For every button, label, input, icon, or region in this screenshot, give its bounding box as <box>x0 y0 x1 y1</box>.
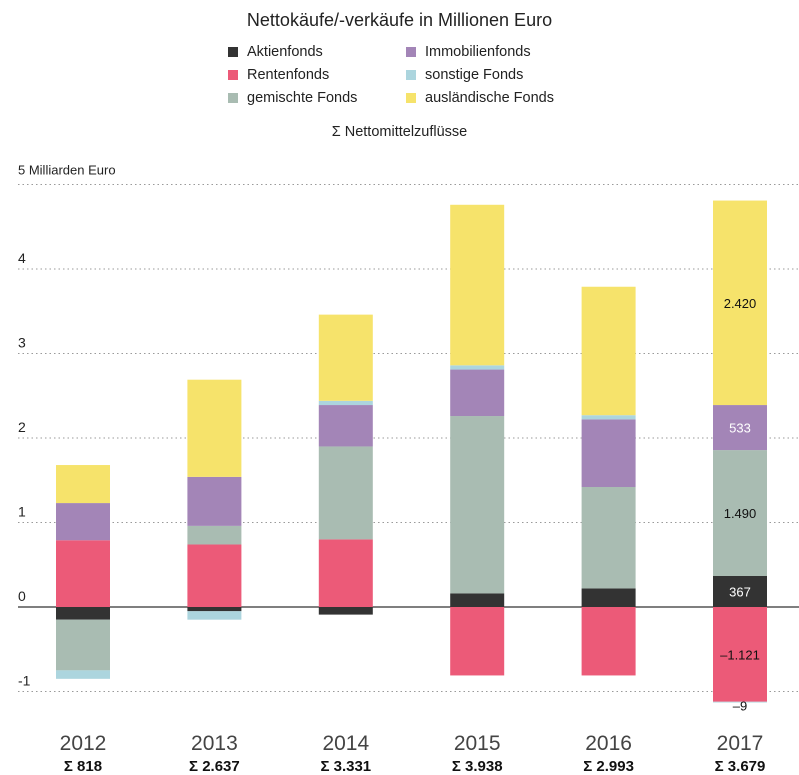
bar-segment <box>450 204 505 366</box>
bar-segment <box>581 607 636 676</box>
bar-segment <box>56 670 110 679</box>
legend-label: sonstige Fonds <box>425 67 524 83</box>
bar-segment <box>581 415 636 420</box>
bar-segment <box>450 369 505 417</box>
bar-segment <box>187 379 242 477</box>
bar-segment <box>318 314 373 401</box>
bar-segment <box>581 419 636 488</box>
bar-segment <box>713 575 767 607</box>
legend-item-aktienfonds: Aktienfonds <box>228 44 323 60</box>
bar-segment <box>56 607 110 620</box>
bar-segment <box>56 465 110 504</box>
legend-swatch-gemischte-fonds <box>228 93 238 103</box>
data-label: 367 <box>729 584 751 599</box>
data-label: 1.490 <box>724 506 757 521</box>
bar-segment <box>56 619 110 671</box>
axis-labels: -1 0 1 2 3 4 5 Milliarden Euro 2012 Σ 818 2013 Σ 2… <box>18 163 765 775</box>
x-tick-label: 2017 <box>717 732 764 755</box>
legend-label: Immobilienfonds <box>425 44 531 60</box>
x-tick-label: 2013 <box>191 732 238 755</box>
data-labels: 367 –1.121 1.490 533 –9 2.420 <box>720 296 760 714</box>
bar-segment <box>56 503 110 541</box>
bar-segment <box>187 525 242 545</box>
bar-segment <box>581 588 636 607</box>
bar-segment <box>450 365 505 370</box>
legend-label: Aktienfonds <box>247 44 323 60</box>
legend-item-immobilienfonds: Immobilienfonds <box>406 44 531 60</box>
bar-segment <box>581 286 636 416</box>
bar-segment <box>187 476 242 526</box>
grid-lines <box>18 184 799 692</box>
total-label: Σ 3.679 <box>715 758 766 775</box>
y-tick-label: 1 <box>18 504 26 520</box>
legend-sum-label: Σ Nettomittelzuflüsse <box>331 124 468 140</box>
legend-swatch-rentenfonds <box>228 70 238 80</box>
bar-segment <box>713 200 767 406</box>
bar-segment <box>318 405 373 447</box>
legend-swatch-auslaendische-fonds <box>406 93 416 103</box>
legend-swatch-sonstige-fonds <box>406 70 416 80</box>
x-tick-label: 2016 <box>585 732 632 755</box>
y-tick-label: 3 <box>18 335 26 351</box>
bar-segment <box>318 446 373 540</box>
data-label: 533 <box>729 421 751 436</box>
data-label: 2.420 <box>724 296 757 311</box>
x-tick-label: 2015 <box>454 732 501 755</box>
bar-segment <box>187 611 242 620</box>
total-label: Σ 3.331 <box>320 758 371 775</box>
bars <box>56 200 767 703</box>
bar-segment <box>318 539 373 607</box>
legend-swatch-aktienfonds <box>228 47 238 57</box>
bar-segment <box>450 607 505 676</box>
legend-label: Rentenfonds <box>247 67 330 83</box>
y-tick-label: 4 <box>18 250 26 266</box>
y-axis-label: 5 Milliarden Euro <box>18 163 116 178</box>
bar-segment <box>56 540 110 607</box>
bar-segment <box>187 607 242 612</box>
total-label: Σ 2.637 <box>189 758 240 775</box>
bar-segment <box>318 400 373 406</box>
legend-swatch-immobilienfonds <box>406 47 416 57</box>
bar-segment <box>581 487 636 589</box>
total-label: Σ 2.993 <box>583 758 634 775</box>
total-label: Σ 818 <box>64 758 102 775</box>
bar-segment <box>713 607 767 702</box>
legend-item-auslaendische-fonds: ausländische Fonds <box>406 90 554 106</box>
legend-item-sonstige-fonds: sonstige Fonds <box>406 67 523 83</box>
total-label: Σ 3.938 <box>452 758 503 775</box>
chart-legend: Aktienfonds Rentenfonds gemischte Fonds … <box>220 44 620 124</box>
bar-segment <box>318 607 373 615</box>
y-tick-label: -1 <box>18 673 31 689</box>
y-tick-label: 0 <box>18 588 26 604</box>
legend-label: gemischte Fonds <box>247 90 358 106</box>
chart-title: Nettokäufe/-verkäufe in Millionen Euro <box>246 10 553 30</box>
bar-segment <box>450 593 505 607</box>
data-label: –1.121 <box>720 647 760 662</box>
x-tick-label: 2012 <box>60 732 107 755</box>
x-tick-label: 2014 <box>322 732 369 755</box>
y-tick-label: 2 <box>18 419 26 435</box>
bar-segment <box>450 416 505 594</box>
bar-segment <box>713 405 767 451</box>
legend-item-gemischte-fonds: gemischte Fonds <box>228 90 357 106</box>
legend-item-rentenfonds: Rentenfonds <box>228 67 329 83</box>
bar-segment <box>187 544 242 607</box>
bar-segment <box>713 701 767 703</box>
bar-segment <box>713 450 767 576</box>
data-label: –9 <box>733 698 747 713</box>
legend-label: ausländische Fonds <box>425 90 554 106</box>
